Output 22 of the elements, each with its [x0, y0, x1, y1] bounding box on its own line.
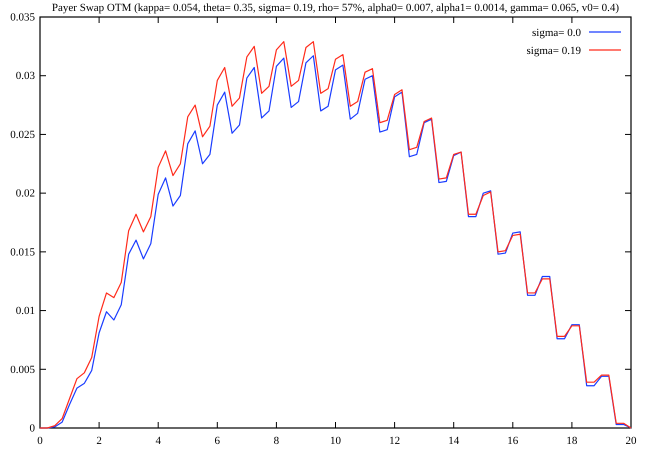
x-tick-label: 18	[566, 434, 578, 447]
x-tick-label: 6	[214, 434, 221, 447]
x-tick-label: 12	[389, 434, 400, 447]
x-tick-label: 4	[155, 434, 162, 447]
y-tick-label: 0.02	[16, 188, 35, 200]
chart-title: Payer Swap OTM (kappa= 0.054, theta= 0.35, sigma= 0.19, rho= 57%, alpha0= 0.007, alpha1= 0.0014, gamma= 0.065, v0= 0.4)	[52, 2, 620, 14]
legend-label: sigma= 0.0	[532, 27, 582, 39]
y-tick-label: 0.035	[10, 12, 36, 24]
x-tick-label: 10	[330, 434, 342, 447]
x-tick-label: 2	[96, 434, 102, 447]
y-tick-label: 0.025	[10, 128, 36, 141]
y-tick-label: 0.01	[16, 305, 35, 318]
x-tick-label: 20	[626, 434, 637, 447]
y-tick-label: 0	[30, 422, 36, 435]
y-tick-label: 0.03	[16, 70, 36, 82]
x-tick-label: 0	[37, 434, 44, 447]
x-tick-label: 14	[448, 434, 460, 447]
y-tick-label: 0.015	[10, 246, 36, 258]
x-tick-label: 8	[274, 434, 280, 447]
x-tick-label: 16	[507, 434, 519, 447]
legend-label: sigma= 0.19	[526, 45, 582, 57]
y-tick-label: 0.005	[10, 364, 36, 376]
